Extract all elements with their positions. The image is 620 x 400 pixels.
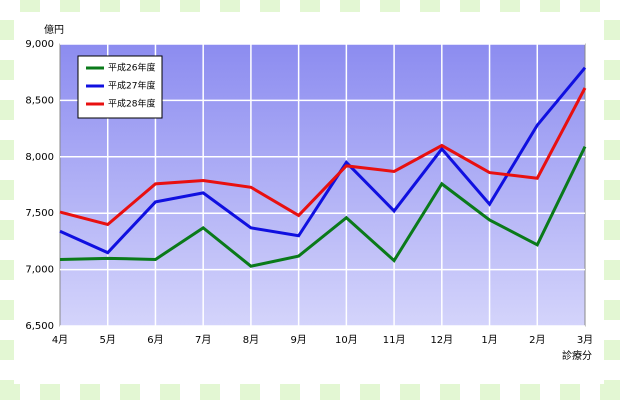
x-tick-label: 12月	[430, 334, 453, 346]
legend-label: 平成27年度	[108, 80, 155, 92]
x-tick-label: 1月	[481, 334, 497, 346]
y-tick-label: 6,500	[25, 321, 54, 332]
x-tick-label: 5月	[100, 334, 116, 346]
y-tick-label: 9,000	[25, 39, 54, 50]
y-tick-label: 8,500	[25, 95, 54, 106]
x-tick-label: 3月	[577, 334, 593, 346]
x-axis-label: 診療分	[562, 349, 592, 362]
y-axis-label: 億円	[44, 23, 64, 36]
series-line	[59, 145, 587, 268]
x-tick-label: 10月	[335, 334, 358, 346]
x-tick-label: 8月	[243, 334, 259, 346]
x-tick-label: 9月	[290, 334, 306, 346]
y-tick-label: 7,500	[25, 208, 54, 219]
legend-label: 平成28年度	[108, 98, 155, 110]
series-line	[59, 66, 587, 255]
y-tick-label: 7,000	[25, 265, 54, 276]
x-tick-label: 4月	[52, 334, 68, 346]
x-tick-label: 7月	[195, 334, 211, 346]
x-tick-label: 2月	[529, 334, 545, 346]
series-line	[59, 87, 587, 227]
legend-label: 平成26年度	[108, 62, 155, 74]
x-tick-label: 6月	[147, 334, 163, 346]
y-tick-label: 8,000	[25, 152, 54, 163]
x-tick-label: 11月	[383, 334, 406, 346]
